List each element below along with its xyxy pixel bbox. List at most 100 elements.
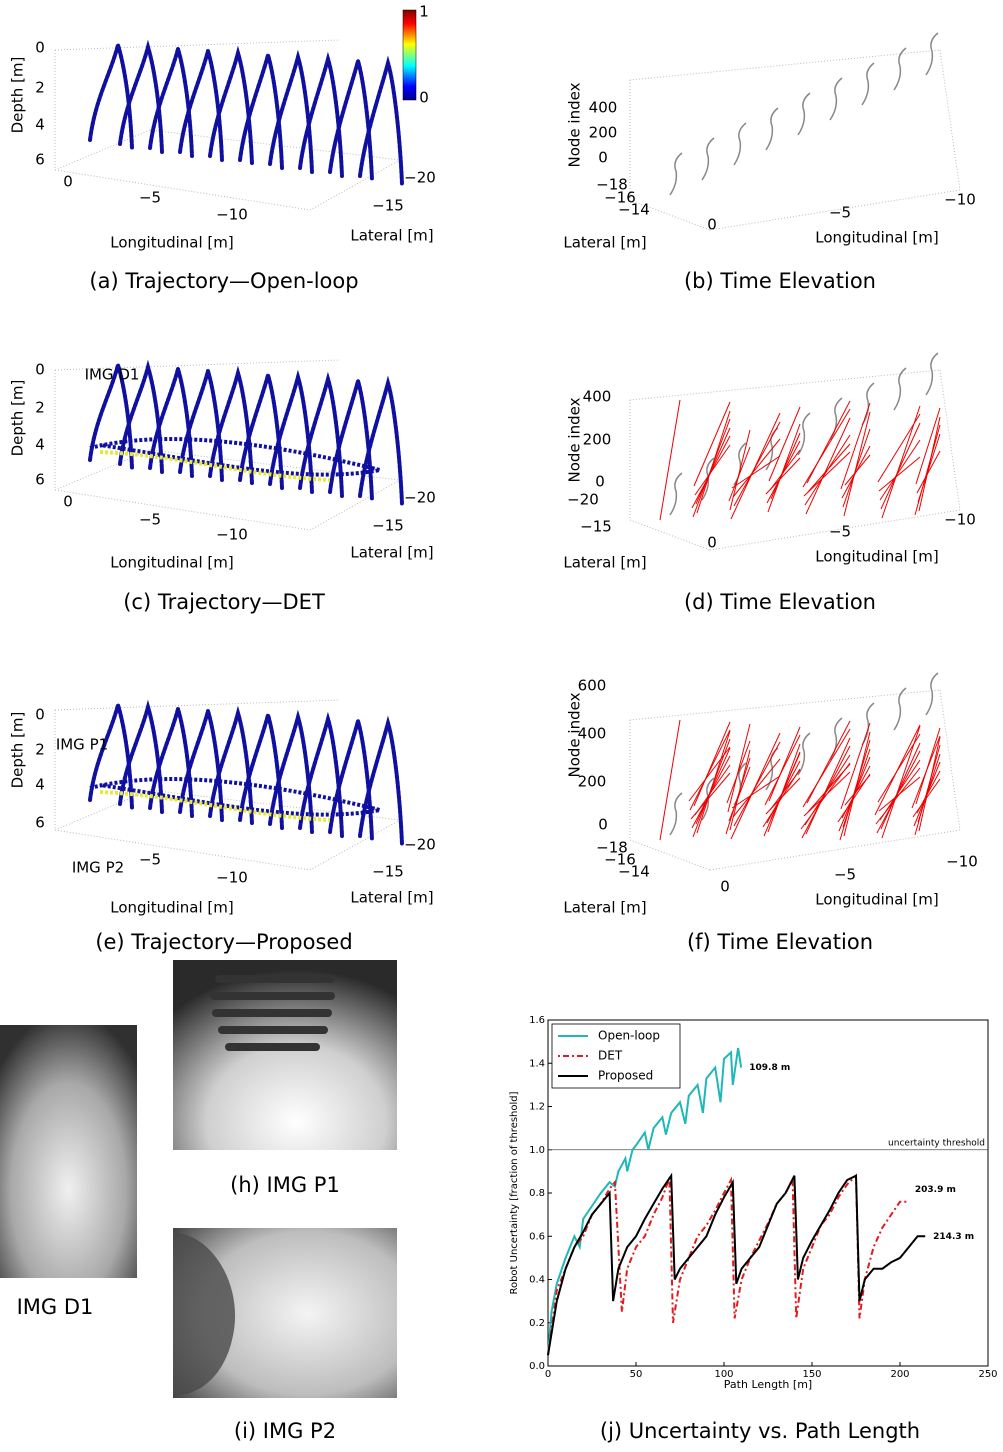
tick-label: Longitudinal [m] <box>110 554 234 572</box>
loop-closure <box>690 772 731 820</box>
tick-label: −10 <box>216 869 248 887</box>
tick-label: −18 <box>596 839 628 857</box>
axis-label: Node index <box>566 692 584 777</box>
loop-closure <box>730 412 781 520</box>
loop-closure <box>726 740 751 804</box>
tick-label: −5 <box>834 866 856 884</box>
y-tick-label: 1.6 <box>529 1015 545 1026</box>
loop-closure <box>880 422 921 510</box>
end-label: 203.9 m <box>915 1185 956 1195</box>
loop-closure <box>659 719 681 841</box>
x-tick-label: 0 <box>545 1369 551 1380</box>
frame-line <box>629 369 941 401</box>
loop-closure <box>802 408 851 488</box>
loop-closure <box>806 400 851 484</box>
loop-closure <box>762 768 801 828</box>
tick-label: 0 <box>598 816 608 834</box>
tick-label: 0 <box>598 149 608 167</box>
tick-label: −14 <box>618 863 650 881</box>
frame-line <box>54 359 341 371</box>
frame-line <box>939 369 961 511</box>
tick-label: −20 <box>404 169 436 187</box>
loop-closure <box>766 440 801 504</box>
photo-object <box>173 1232 236 1396</box>
loop-closure <box>731 455 781 489</box>
loop-closure <box>800 762 851 830</box>
tick-label: 0 <box>595 473 605 491</box>
frame-line <box>629 519 711 551</box>
caption: (d) Time Elevation <box>684 590 876 614</box>
node-trace <box>669 152 683 196</box>
tick-label: 0 <box>419 89 429 107</box>
loop-closure <box>805 417 851 515</box>
tick-label: 2 <box>35 79 45 97</box>
tick-label: Longitudinal [m] <box>815 891 939 909</box>
loop-closure <box>695 427 731 505</box>
tick-label: 0 <box>707 216 717 234</box>
frame-line <box>54 129 151 171</box>
x-tick-label: 50 <box>630 1369 643 1380</box>
tick-label: 0 <box>63 173 73 191</box>
node-trace <box>669 792 683 836</box>
node-trace <box>861 382 875 426</box>
series-line <box>547 1172 926 1356</box>
node-trace <box>797 412 811 456</box>
x-tick-label: 200 <box>890 1369 909 1380</box>
loop-closure <box>733 421 781 507</box>
y-tick-label: 0.8 <box>529 1188 545 1199</box>
loop-closure <box>733 741 781 827</box>
tick-label: 200 <box>578 773 607 791</box>
tick-label: IMG P1 <box>56 736 108 754</box>
tick-label: 400 <box>589 99 618 117</box>
frame-line <box>939 689 961 831</box>
loop-closure <box>880 742 921 830</box>
tick-label: −14 <box>618 201 650 219</box>
frame-line <box>309 159 401 211</box>
tick-label: −20 <box>567 491 599 509</box>
loop-closure <box>731 775 781 809</box>
loop-closure <box>837 773 871 823</box>
end-label: 214.3 m <box>933 1232 974 1242</box>
frame-line <box>629 839 711 871</box>
tick-label: 400 <box>583 388 612 406</box>
node-trace <box>893 367 907 411</box>
series-line <box>547 1047 743 1356</box>
legend-label: Open-loop <box>598 1029 660 1043</box>
frame-line <box>54 169 311 211</box>
loop-closure <box>688 746 731 802</box>
frame-line <box>54 699 341 711</box>
loop-closure <box>877 413 921 483</box>
frame-line <box>54 39 341 51</box>
tick-label: −16 <box>604 189 636 207</box>
axis-label: Node index <box>566 82 584 167</box>
loop-closure <box>912 778 941 818</box>
node-trace <box>893 47 907 91</box>
axis-label: Node index <box>566 397 584 482</box>
frame-line <box>709 509 961 551</box>
loop-closure <box>768 406 801 482</box>
loop-closure <box>841 445 871 499</box>
loop-closure <box>911 735 941 809</box>
tick-label: −20 <box>404 489 436 507</box>
tick-label: 0 <box>63 493 73 511</box>
frame-line <box>54 789 151 831</box>
loop-closure <box>840 402 871 490</box>
loop-closure <box>725 757 751 835</box>
colorbar <box>402 9 417 101</box>
trajectory <box>358 715 404 846</box>
trajectory <box>118 39 164 154</box>
loop-closure <box>878 456 921 492</box>
y-tick-label: 0.4 <box>529 1275 545 1286</box>
tick-label: 6 <box>35 814 45 832</box>
loop-closure <box>764 734 801 806</box>
loop-closure <box>727 723 751 813</box>
legend-label: DET <box>598 1049 623 1063</box>
loop-closure <box>695 747 731 825</box>
frame-line <box>54 449 151 491</box>
tick-label: −15 <box>580 518 612 536</box>
x-tick-label: 100 <box>714 1369 733 1380</box>
caption: (c) Trajectory—DET <box>123 590 325 614</box>
loop-closure <box>875 767 921 825</box>
loop-closure <box>691 755 731 829</box>
